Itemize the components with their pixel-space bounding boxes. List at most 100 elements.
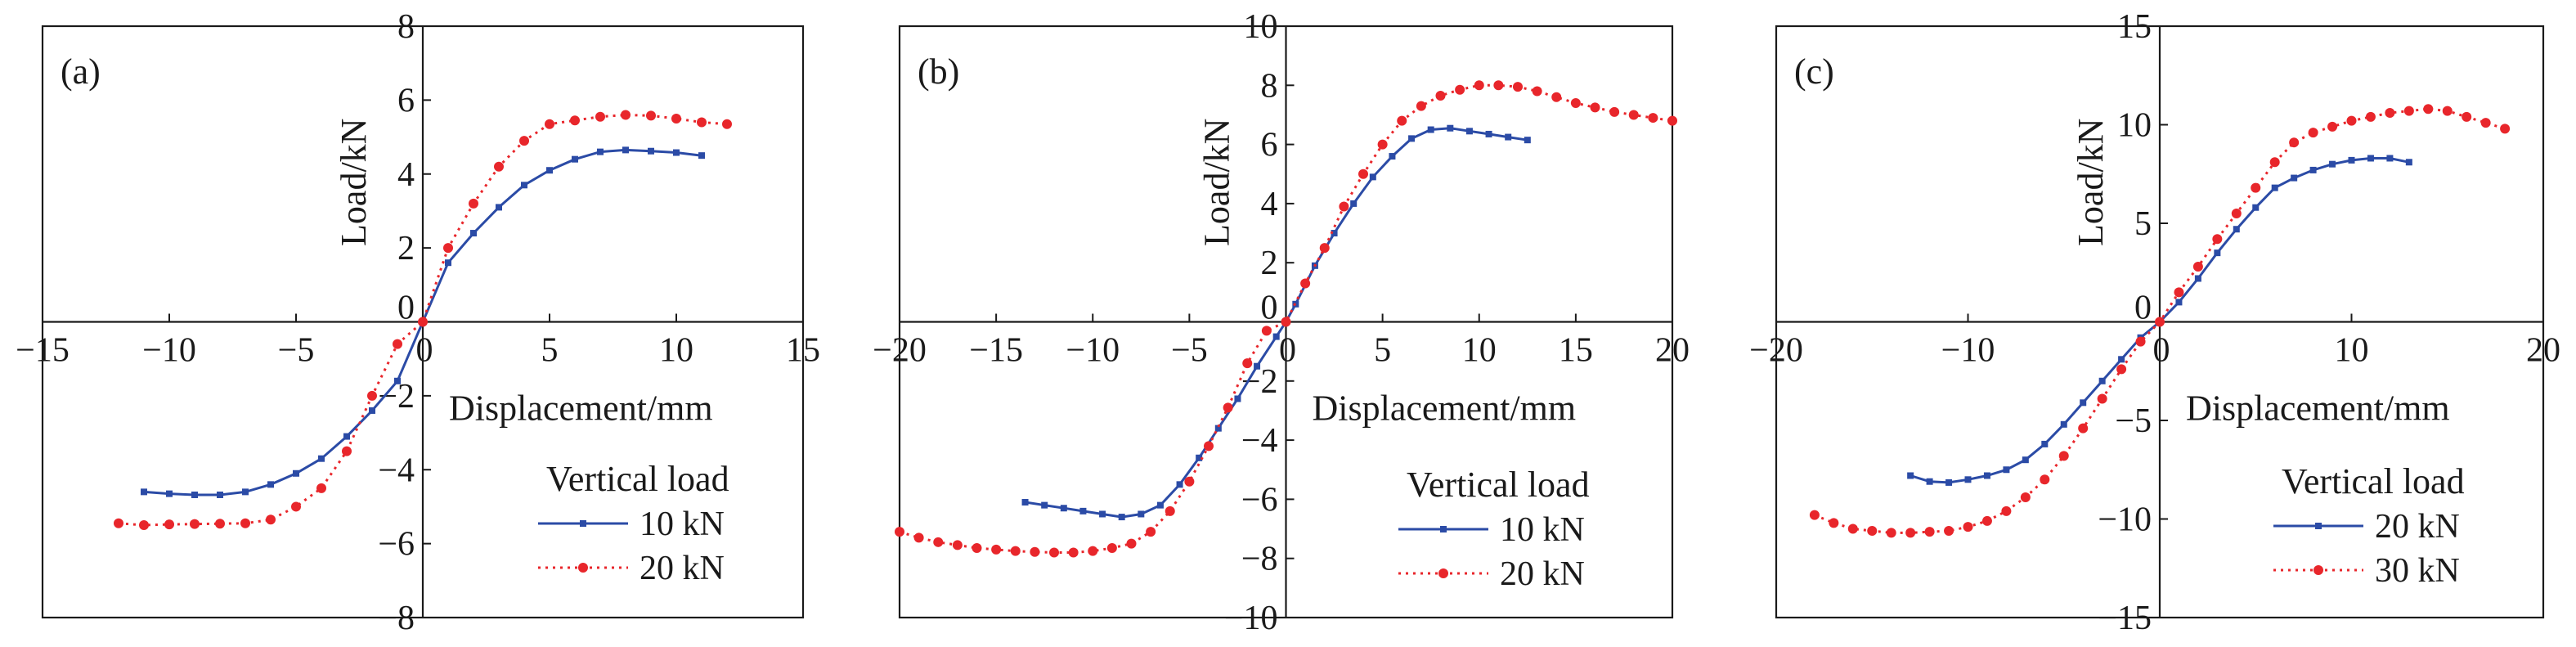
data-point (572, 155, 578, 163)
y-tick-label: 0 (397, 290, 415, 327)
x-tick-label: −10 (1941, 332, 1995, 370)
data-point (2058, 451, 2069, 461)
data-point (1505, 133, 1512, 141)
data-point (291, 501, 301, 512)
data-point (1551, 92, 1562, 102)
data-point (895, 527, 904, 537)
panel-label: (c) (1794, 52, 1834, 92)
data-point (2020, 492, 2031, 502)
data-point (622, 146, 629, 154)
data-point (2291, 174, 2298, 182)
data-point (697, 117, 707, 128)
y-tick-label: −10 (1224, 600, 1278, 637)
data-point (2403, 106, 2414, 116)
data-point (443, 243, 453, 254)
chart-panel-2: −20 −15 −10 −5 0 5 10 15 20−10−8−6−4−22468100Dis… (873, 8, 1690, 637)
x-tick-label: −10 (1066, 332, 1120, 370)
data-point (1524, 137, 1531, 144)
data-point (1176, 481, 1183, 488)
data-point (1041, 501, 1048, 509)
y-tick-label: −4 (378, 452, 415, 489)
data-point (952, 540, 963, 550)
legend-title: Vertical load (546, 459, 729, 499)
data-point (1485, 130, 1492, 137)
data-point (1214, 425, 1222, 432)
x-tick-label: −20 (1749, 332, 1803, 370)
data-point (1493, 80, 1504, 91)
data-point (367, 390, 377, 401)
data-point (217, 491, 223, 498)
legend-marker (1440, 526, 1447, 532)
x-tick-label: −15 (16, 332, 70, 370)
data-point (418, 317, 428, 327)
data-point (1242, 358, 1253, 369)
data-point (1272, 333, 1280, 340)
y-tick-label: −10 (2098, 501, 2152, 539)
data-point (1628, 110, 1639, 120)
data-point (369, 407, 375, 414)
x-tick-label: 10 (1462, 332, 1497, 370)
x-tick-label: −20 (873, 332, 927, 370)
data-point (1609, 106, 1620, 117)
x-tick-label: 15 (786, 332, 820, 370)
data-point (1397, 115, 1407, 126)
data-point (1106, 543, 1117, 554)
x-tick-label: −5 (278, 332, 315, 370)
data-point (2078, 423, 2089, 434)
series-1 (1021, 124, 1531, 521)
x-tick-label: 20 (1655, 332, 1690, 370)
data-point (2194, 275, 2201, 282)
data-point (470, 230, 477, 237)
series-2 (114, 110, 732, 531)
x-tick-label: −15 (969, 332, 1023, 370)
data-point (293, 470, 299, 477)
data-point (1021, 499, 1029, 506)
data-point (1138, 510, 1145, 518)
data-point (2442, 106, 2453, 116)
data-point (2097, 393, 2107, 404)
data-point (343, 433, 350, 440)
data-point (1926, 478, 1933, 485)
y-tick-label: 10 (2117, 107, 2152, 145)
data-point (1416, 101, 1426, 111)
data-point (393, 339, 402, 349)
data-point (1099, 510, 1106, 518)
data-point (2175, 299, 2183, 306)
data-point (1532, 86, 1542, 97)
data-point (1060, 505, 1067, 512)
legend-title: Vertical load (1407, 465, 1590, 505)
data-point (2041, 440, 2049, 447)
x-tick-label: 5 (541, 332, 559, 370)
data-point (1667, 115, 1677, 126)
data-point (1847, 523, 1858, 534)
data-point (1223, 402, 1233, 413)
data-point (1905, 528, 1916, 538)
data-point (496, 204, 502, 211)
x-tick-label: 10 (2335, 332, 2369, 370)
data-point (2040, 474, 2050, 485)
data-point (991, 544, 1002, 555)
data-point (1088, 546, 1098, 556)
y-tick-label: 2 (397, 230, 415, 267)
legend-marker (1438, 568, 1448, 578)
data-point (1570, 97, 1581, 108)
data-point (521, 182, 527, 189)
data-point (191, 491, 198, 498)
data-point (2269, 157, 2280, 168)
legend-entry: 20 kN (1500, 555, 1585, 593)
data-point (2192, 262, 2203, 272)
legend: Vertical load 10 kN 20 kN (538, 459, 729, 587)
x-tick-label: 0 (2153, 332, 2170, 370)
data-point (648, 147, 654, 155)
data-point (1369, 173, 1376, 181)
data-point (2174, 287, 2184, 298)
data-point (2309, 166, 2317, 173)
data-point (1281, 317, 1291, 327)
data-point (394, 377, 401, 384)
data-point (1184, 476, 1195, 487)
data-point (1983, 472, 1990, 479)
data-point (267, 481, 274, 488)
data-point (972, 543, 982, 554)
data-point (2367, 155, 2374, 162)
